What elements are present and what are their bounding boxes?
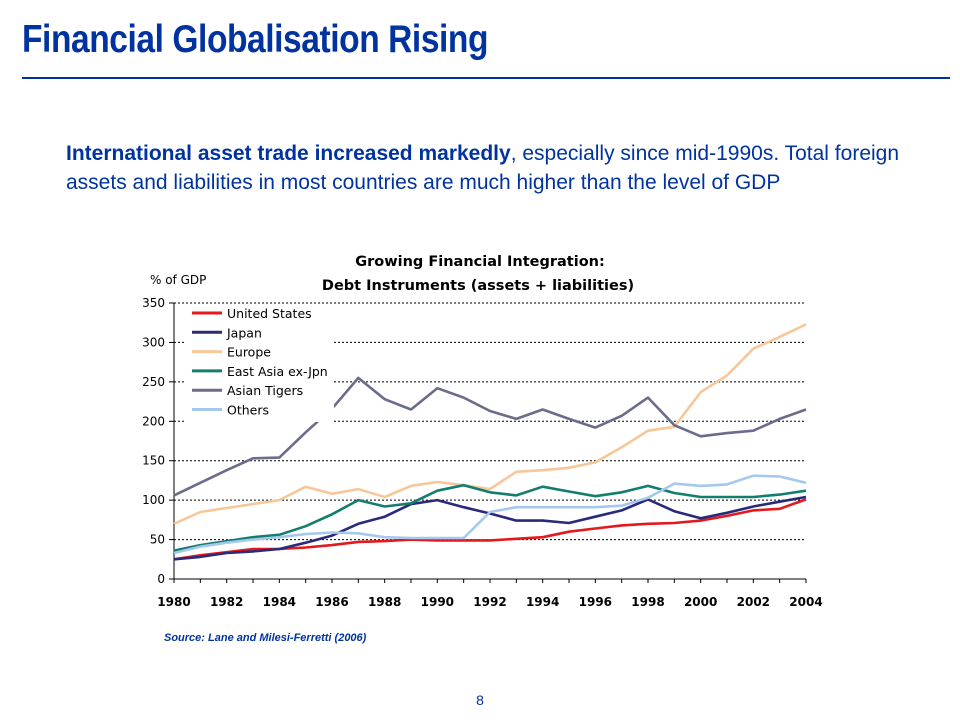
series-line-others [173, 474, 807, 555]
x-tick-label: 2004 [789, 595, 822, 609]
chart-subtitle: Debt Instruments (assets + liabilities) [322, 278, 634, 294]
legend-label-united-states: United States [227, 306, 312, 321]
intro-bold-text: International asset trade increased mark… [66, 142, 511, 165]
series-line-east-asia-ex-jpn [173, 483, 807, 552]
x-tick-label: 1982 [210, 595, 243, 609]
y-tick-label: 250 [142, 375, 165, 389]
x-tick-label: 2000 [684, 595, 717, 609]
x-tick-label: 1996 [579, 595, 612, 609]
x-tick-label: 1994 [526, 595, 559, 609]
legend-label-others: Others [227, 403, 269, 418]
legend-label-east-asia-ex-jpn: East Asia ex-Jpn [227, 364, 328, 379]
x-tick-label: 1992 [473, 595, 506, 609]
slide-title: Financial Globalisation Rising [22, 18, 489, 61]
legend-label-asian-tigers: Asian Tigers [227, 383, 303, 398]
series-line-japan [173, 495, 807, 561]
series-line-asian-tigers [173, 376, 807, 497]
x-tick-label: 1984 [263, 595, 296, 609]
x-tick-label: 1998 [631, 595, 664, 609]
x-tick-label: 1990 [421, 595, 454, 609]
y-tick-label: 100 [142, 493, 165, 507]
legend-label-europe: Europe [227, 345, 271, 360]
page-number: 8 [476, 692, 484, 708]
y-tick-label: 150 [142, 454, 165, 468]
series-line-europe [173, 323, 807, 525]
y-axis-label: % of GDP [150, 273, 206, 287]
y-tick-label: 200 [142, 414, 165, 428]
x-tick-label: 1980 [157, 595, 190, 609]
y-tick-label: 0 [157, 572, 165, 586]
y-tick-label: 350 [142, 296, 165, 310]
legend-box [184, 304, 334, 422]
x-tick-label: 1988 [368, 595, 401, 609]
title-divider [22, 77, 950, 79]
legend-label-japan: Japan [226, 325, 262, 340]
y-tick-label: 300 [142, 335, 165, 349]
x-tick-label: 1986 [315, 595, 348, 609]
intro-text: International asset trade increased mark… [66, 139, 906, 197]
chart-title: Growing Financial Integration: [355, 254, 605, 270]
y-tick-label: 50 [150, 533, 165, 547]
source-note: Source: Lane and Milesi-Ferretti (2006) [164, 632, 367, 644]
x-tick-label: 2002 [737, 595, 770, 609]
intro-rest-text: , especially since mid-1990s. Total fore… [66, 142, 900, 194]
